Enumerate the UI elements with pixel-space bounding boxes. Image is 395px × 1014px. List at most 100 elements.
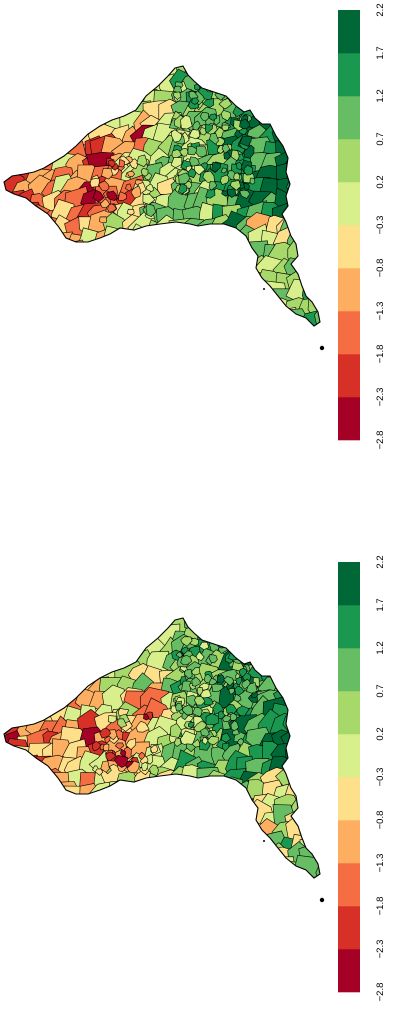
- region-polygon-620: [200, 727, 210, 737]
- region-polygon-381: [210, 779, 237, 804]
- region-polygon-31: [47, 618, 79, 638]
- colorbar-segment-6: [338, 139, 360, 183]
- region-polygon-532: [141, 862, 166, 878]
- region-polygon-125: [263, 653, 285, 675]
- region-polygon-485: [203, 284, 240, 315]
- region-polygon-520: [4, 862, 14, 878]
- region-polygon-656: [169, 723, 182, 739]
- region-polygon-83: [52, 638, 76, 664]
- region-polygon-398: [91, 796, 117, 820]
- region-polygon-205: [289, 688, 316, 721]
- colorbar-segment-0: [338, 949, 360, 993]
- region-polygon-691: [145, 183, 155, 192]
- region-polygon-506: [144, 294, 172, 319]
- region-polygon-152: [271, 658, 301, 689]
- region-polygon-608: [242, 642, 255, 654]
- region-polygon-34: [84, 66, 119, 86]
- region-polygon-4: [39, 618, 67, 625]
- region-polygon-400: [114, 790, 148, 817]
- region-polygon-705: [140, 167, 149, 177]
- region-polygon-73: [262, 74, 285, 98]
- region-polygon-374: [119, 229, 147, 253]
- region-polygon-661: [241, 678, 251, 690]
- region-polygon-21: [259, 618, 289, 628]
- region-polygon-536: [196, 866, 217, 878]
- region-polygon-55: [26, 622, 50, 649]
- region-polygon-83: [50, 87, 81, 110]
- region-polygon-451: [106, 822, 134, 846]
- region-polygon-404: [170, 239, 199, 270]
- region-polygon-525: [48, 858, 77, 878]
- region-polygon-17: [210, 66, 235, 72]
- region-polygon-599: [236, 738, 244, 746]
- region-polygon-22: [274, 66, 297, 76]
- region-polygon-511: [203, 847, 236, 878]
- region-polygon-285: [313, 731, 320, 756]
- region-polygon-72: [243, 69, 272, 100]
- region-polygon-154: [300, 669, 320, 689]
- region-polygon-655: [223, 151, 231, 160]
- region-polygon-22: [272, 618, 297, 624]
- region-polygon-136: [66, 108, 89, 136]
- region-polygon-363: [310, 763, 320, 793]
- region-polygon-179: [290, 121, 313, 156]
- region-polygon-110: [70, 656, 93, 679]
- region-polygon-133: [22, 113, 49, 138]
- region-polygon-656: [191, 97, 200, 105]
- region-polygon-499: [54, 849, 75, 871]
- region-polygon-43: [209, 66, 234, 88]
- region-polygon-17: [202, 618, 233, 623]
- region-polygon-29: [29, 618, 57, 639]
- region-polygon-405: [181, 241, 203, 266]
- colorbar-segment-3: [338, 268, 360, 312]
- region-polygon-85: [77, 87, 103, 112]
- region-polygon-470: [11, 279, 38, 310]
- colorbar-segment-4: [338, 225, 360, 269]
- colorbar-tick-label: −2.8: [375, 983, 386, 1002]
- region-polygon-616: [230, 720, 240, 732]
- island-mark: [319, 345, 325, 351]
- region-polygon-207: [310, 690, 320, 716]
- region-polygon-476: [91, 830, 119, 858]
- region-polygon-468: [4, 283, 12, 306]
- region-polygon-532: [145, 311, 168, 326]
- region-polygon-425: [107, 258, 128, 284]
- colorbar-tick-label: 0.2: [375, 175, 386, 188]
- region-polygon-70: [218, 69, 246, 98]
- region-polygon-522: [9, 312, 40, 326]
- region-polygon-479: [132, 837, 160, 859]
- region-polygon-312: [4, 195, 19, 228]
- region-polygon-456: [167, 264, 199, 291]
- region-polygon-102: [296, 634, 320, 666]
- region-polygon-433: [206, 808, 231, 831]
- region-polygon-473: [53, 283, 75, 306]
- region-polygon-434: [224, 256, 252, 281]
- region-polygon-663: [239, 118, 250, 130]
- region-polygon-406: [200, 247, 221, 268]
- region-polygon-461: [231, 822, 257, 847]
- region-polygon-420: [39, 254, 61, 281]
- region-polygon-341: [19, 219, 49, 243]
- region-polygon-380: [194, 780, 217, 809]
- region-polygon-528: [89, 859, 113, 878]
- region-polygon-285: [314, 180, 320, 206]
- region-polygon-208: [4, 702, 14, 731]
- region-polygon-429: [156, 808, 179, 832]
- region-polygon-446: [34, 265, 60, 289]
- region-polygon-206: [297, 692, 320, 719]
- region-polygon-428: [146, 808, 176, 837]
- region-polygon-131: [4, 665, 23, 692]
- region-polygon-185: [28, 138, 57, 166]
- region-polygon-663: [205, 713, 220, 726]
- region-polygon-98: [247, 85, 273, 113]
- region-polygon-42: [194, 618, 220, 638]
- region-polygon-388: [298, 229, 320, 255]
- region-polygon-643: [236, 705, 250, 717]
- region-polygon-380: [196, 229, 226, 260]
- region-polygon-388: [296, 781, 320, 807]
- region-polygon-502: [84, 849, 114, 873]
- region-polygon-421: [53, 808, 76, 834]
- region-polygon-110: [62, 95, 94, 125]
- region-polygon-60: [93, 625, 124, 652]
- region-polygon-397: [77, 240, 107, 268]
